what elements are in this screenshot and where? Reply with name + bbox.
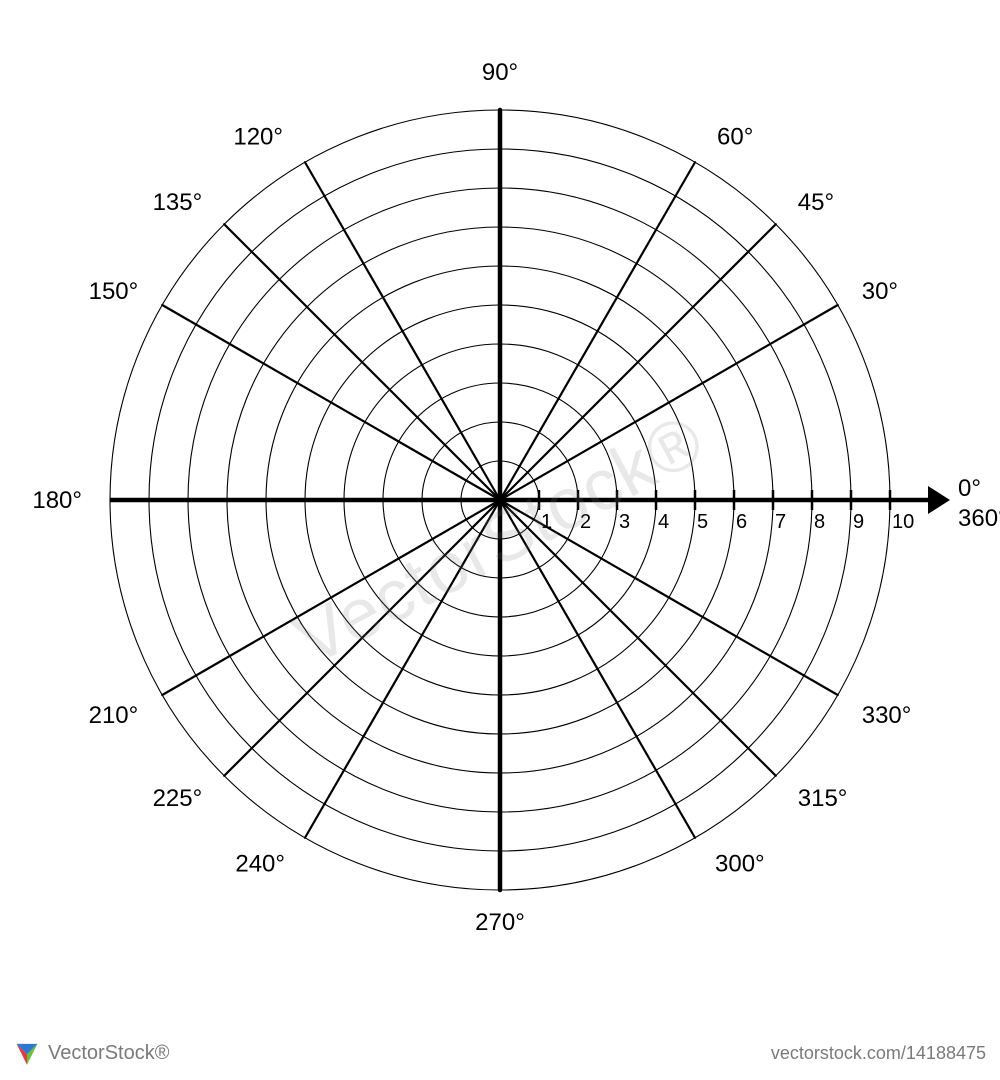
angle-label: 330° [862,702,912,729]
radial-line [305,162,500,500]
angle-label: 120° [233,123,283,150]
angle-label: 300° [715,851,765,878]
angle-label: 135° [153,189,203,216]
radial-line [500,162,695,500]
radial-line [162,500,500,695]
axis-arrowhead-icon [928,486,950,514]
axis-tick-label: 7 [775,511,786,533]
angle-label: 240° [235,851,285,878]
angle-label-360: 360° [958,505,1000,532]
polar-grid: 1 2 3 4 5 6 7 8 9 10 90° 60° 45° 30° 120° 135° 150° 180° 2… [0,0,1000,1080]
radial-line [500,500,776,776]
axis-tick-label: 9 [853,511,864,533]
footer-id: vectorstock.com/14188475 [771,1043,986,1064]
angle-label: 315° [798,785,848,812]
axis-tick-label: 5 [697,511,708,533]
vectorstock-logo-icon [14,1040,40,1066]
angle-label: 180° [32,487,82,514]
radial-line [162,305,500,500]
angle-label: 60° [717,123,753,150]
footer-brand-name: VectorStock® [48,1042,169,1065]
angle-label-zero: 0° [958,475,981,502]
axis-tick-label: 6 [736,511,747,533]
radial-line [500,500,695,838]
angle-label: 270° [475,909,525,936]
angle-label: 30° [862,278,898,305]
footer: VectorStock® vectorstock.com/14188475 [0,1032,1000,1080]
angle-label: 210° [89,702,139,729]
footer-brand: VectorStock® [14,1040,169,1066]
radial-line [224,224,500,500]
axis-tick-label: 8 [814,511,825,533]
angle-label: 45° [798,189,834,216]
axis-tick-label: 1 [541,511,552,533]
angle-label: 225° [153,785,203,812]
angle-label: 150° [89,278,139,305]
axis-tick-label: 4 [658,511,669,533]
axis-tick-label: 10 [892,511,914,533]
radial-line [224,500,500,776]
radial-line [500,224,776,500]
radial-line [500,305,838,500]
angle-label: 90° [482,59,518,86]
radial-line [305,500,500,838]
axis-tick-label: 3 [619,511,630,533]
axis-tick-label: 2 [580,511,591,533]
